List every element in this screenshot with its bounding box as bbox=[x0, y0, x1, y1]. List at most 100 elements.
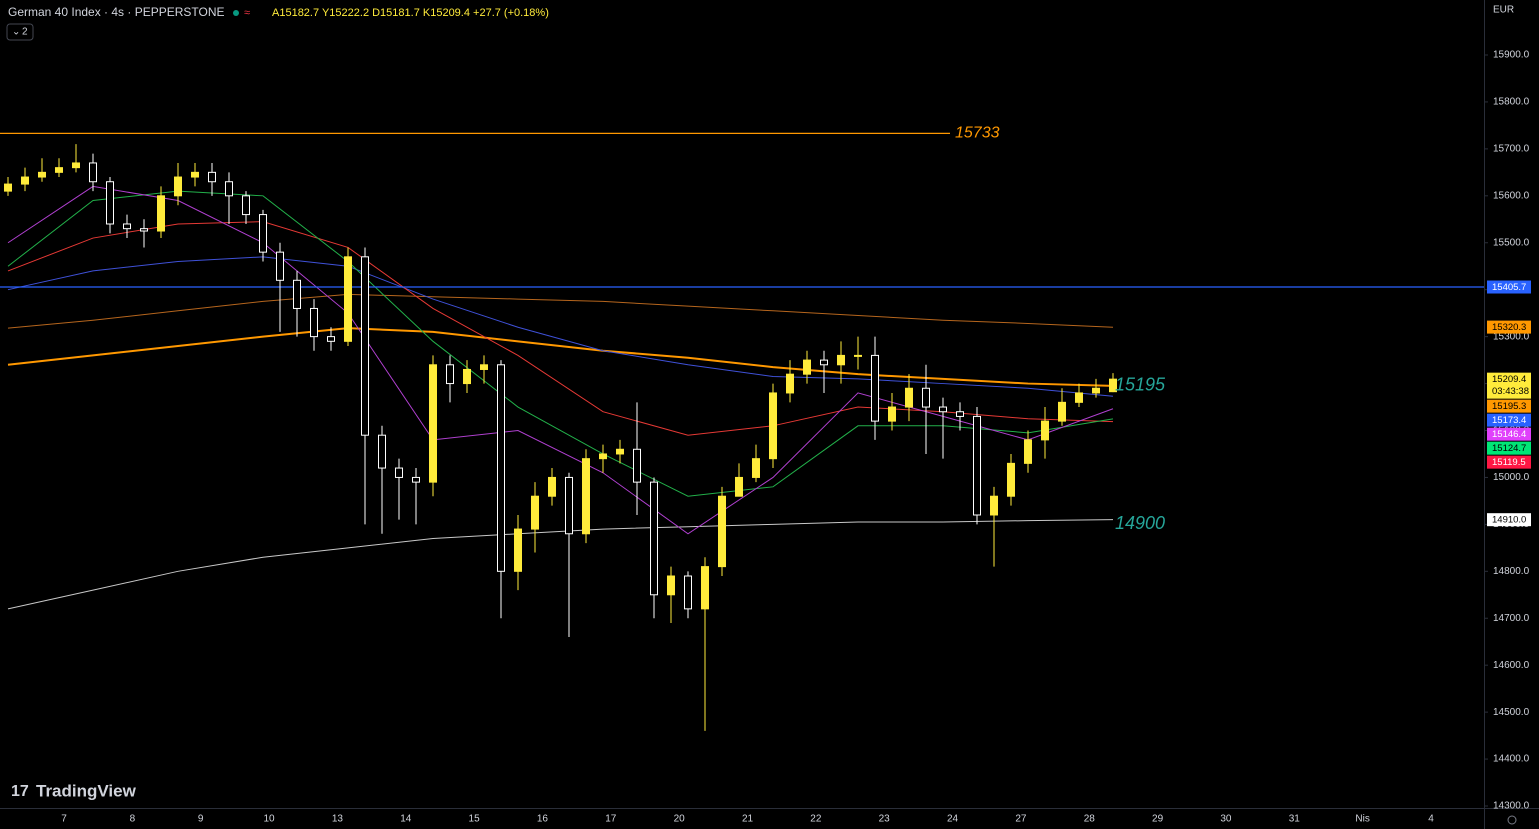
y-tick-label: 15800.0 bbox=[1493, 97, 1530, 108]
price-annotation: 15195 bbox=[1115, 375, 1166, 395]
price-tag bbox=[1487, 413, 1531, 427]
x-tick-label: 17 bbox=[605, 814, 617, 825]
symbol-title[interactable]: German 40 Index · 4s · PEPPERSTONE bbox=[8, 5, 225, 19]
candle-body bbox=[701, 566, 709, 610]
candle-body bbox=[956, 411, 964, 417]
candle-body bbox=[871, 354, 879, 422]
price-tag bbox=[1487, 441, 1531, 455]
y-tick-label: 14800.0 bbox=[1493, 566, 1530, 577]
price-tag-label: 15173.4 bbox=[1492, 415, 1526, 426]
price-tag bbox=[1487, 320, 1531, 334]
brand: TradingView bbox=[36, 781, 137, 800]
price-tag-label: 14910.0 bbox=[1492, 515, 1526, 526]
candle-body bbox=[378, 434, 386, 469]
x-tick-label: 13 bbox=[332, 814, 344, 825]
price-tag-label: 15209.4 bbox=[1492, 374, 1526, 385]
price-tag bbox=[1487, 427, 1531, 441]
candle-body bbox=[922, 387, 930, 408]
x-tick-label: 30 bbox=[1220, 814, 1232, 825]
candle-body bbox=[718, 495, 726, 568]
ohlc-values: A15182.7 Y15222.2 D15181.7 K15209.4 +27.… bbox=[272, 7, 549, 19]
candle-body bbox=[837, 354, 845, 366]
price-tag-countdown: 03:43:38 bbox=[1492, 386, 1529, 397]
candle-body bbox=[463, 368, 471, 385]
candle-body bbox=[4, 183, 12, 192]
x-tick-label: 9 bbox=[198, 814, 204, 825]
candle-body bbox=[344, 256, 352, 342]
candle-body bbox=[1024, 439, 1032, 464]
candle-body bbox=[752, 458, 760, 478]
price-tag-label: 15405.7 bbox=[1492, 282, 1526, 293]
candle-body bbox=[21, 176, 29, 185]
candle-body bbox=[140, 228, 148, 232]
moving-average bbox=[7, 327, 1114, 387]
x-tick-label: 4 bbox=[1428, 814, 1434, 825]
price-tag-label: 15146.4 bbox=[1492, 429, 1526, 440]
price-tag bbox=[1487, 280, 1531, 294]
candle-body bbox=[174, 176, 182, 197]
currency[interactable]: EUR bbox=[1493, 5, 1514, 16]
candle-body bbox=[276, 251, 284, 281]
candle-body bbox=[361, 256, 369, 436]
y-tick-label: 14300.0 bbox=[1493, 801, 1530, 812]
horizontal-line-label: 15733 bbox=[955, 125, 1000, 142]
y-tick-label: 14700.0 bbox=[1493, 613, 1530, 624]
candle-body bbox=[72, 162, 80, 169]
price-annotation: 14900 bbox=[1115, 513, 1165, 533]
chevron: ⌄ bbox=[12, 27, 20, 38]
candle-body bbox=[973, 415, 981, 516]
price-tag bbox=[1487, 513, 1531, 527]
y-tick-label: 14500.0 bbox=[1493, 707, 1530, 718]
candle-body bbox=[310, 307, 318, 338]
x-tick-label: 7 bbox=[61, 814, 67, 825]
candle-body bbox=[208, 171, 216, 183]
candle-body bbox=[225, 181, 233, 197]
x-tick-label: 27 bbox=[1015, 814, 1027, 825]
x-tick-label: 22 bbox=[810, 814, 822, 825]
candle-body bbox=[123, 223, 131, 230]
candle-body bbox=[650, 481, 658, 596]
candle-body bbox=[786, 373, 794, 394]
plot bbox=[0, 132, 1484, 731]
brand-logo: 17 bbox=[11, 783, 29, 800]
moving-average bbox=[7, 293, 1114, 329]
price-tag bbox=[1487, 455, 1531, 469]
candle-body bbox=[905, 387, 913, 408]
candle-body bbox=[854, 354, 862, 357]
candle-body bbox=[1007, 462, 1015, 497]
candle-body bbox=[89, 162, 97, 183]
price-tag-label: 15320.3 bbox=[1492, 322, 1526, 333]
y-tick-label: 15000.0 bbox=[1493, 472, 1530, 483]
status-dot bbox=[233, 10, 239, 16]
x-tick-label: 8 bbox=[130, 814, 136, 825]
candle-body bbox=[582, 458, 590, 535]
candle-body bbox=[38, 171, 46, 178]
candle-body bbox=[106, 181, 114, 225]
x-tick-label: 23 bbox=[879, 814, 891, 825]
x-tick-label: 15 bbox=[469, 814, 481, 825]
candle-body bbox=[514, 528, 522, 572]
candle-body bbox=[1109, 378, 1117, 393]
x-tick-label: Nis bbox=[1355, 814, 1369, 825]
y-tick-label: 15300.0 bbox=[1493, 331, 1530, 342]
settings-icon[interactable] bbox=[1507, 815, 1517, 825]
x-tick-label: 10 bbox=[263, 814, 275, 825]
x-tick-label: 29 bbox=[1152, 814, 1164, 825]
candle-body bbox=[888, 406, 896, 422]
price-tag-label: 15195.3 bbox=[1492, 401, 1526, 412]
candle-body bbox=[480, 364, 488, 370]
indicator-count: 2 bbox=[22, 27, 28, 38]
candle-body bbox=[667, 575, 675, 596]
moving-average bbox=[7, 185, 1114, 535]
indicator-toggle[interactable] bbox=[6, 23, 34, 41]
candle-body bbox=[191, 171, 199, 178]
x-tick-label: 21 bbox=[742, 814, 754, 825]
y-tick-label: 15600.0 bbox=[1493, 190, 1530, 201]
candle-body bbox=[395, 467, 403, 478]
candle-body bbox=[565, 476, 573, 535]
candle-body bbox=[939, 406, 947, 413]
x-tick-label: 20 bbox=[674, 814, 686, 825]
price-tag-label: 15119.5 bbox=[1492, 457, 1526, 468]
candle-body bbox=[531, 495, 539, 530]
